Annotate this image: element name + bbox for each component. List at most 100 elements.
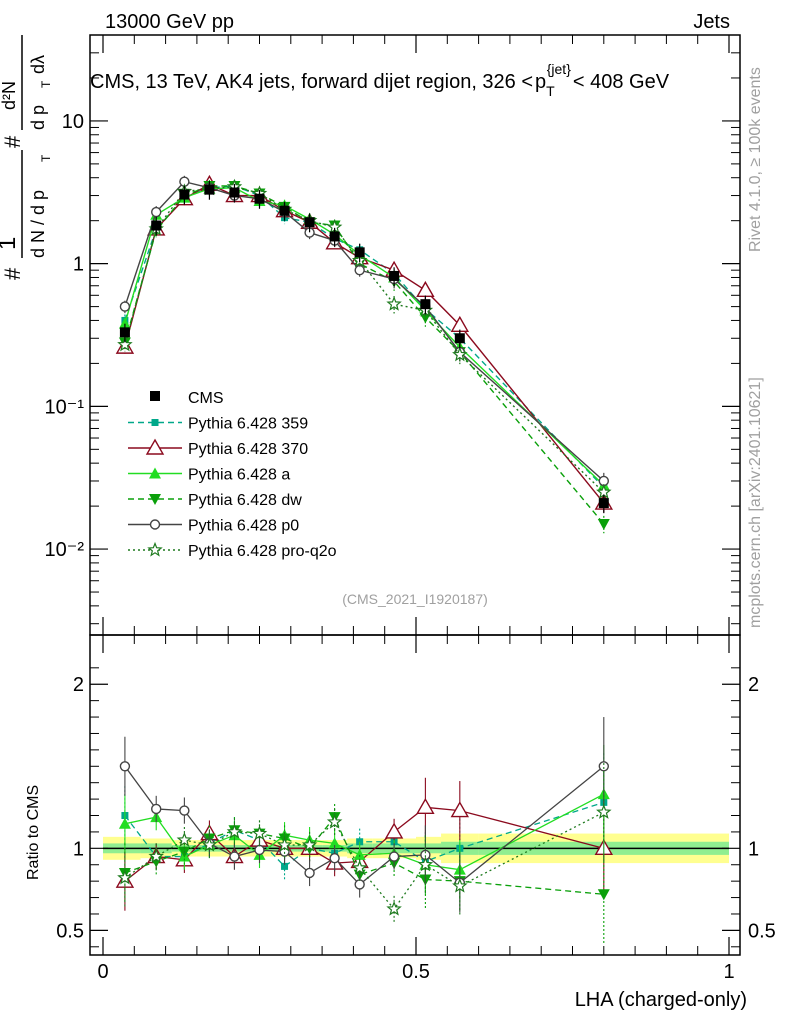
ratio-y-label: Ratio to CMS <box>25 785 42 880</box>
y-tick-label: 10 <box>62 111 84 133</box>
x-tick-label: 1 <box>723 961 734 983</box>
cms-point <box>389 270 400 281</box>
pythia-p0-ratio-point <box>119 761 131 772</box>
pythia-p0-ratio-point <box>598 761 609 772</box>
cms-point <box>454 333 465 344</box>
plot-title: CMS, 13 TeV, AK4 jets, forward dijet reg… <box>90 61 670 99</box>
pythia-p0-ratio-point <box>304 867 315 879</box>
y-tick-label: 1 <box>73 254 84 276</box>
svg-text:d N / d p: d N / d p <box>28 190 48 258</box>
pythia-a-ratio-point <box>328 837 341 849</box>
pythia-dw-point <box>597 518 610 530</box>
side-label-top: Rivet 4.1.0, ≥ 100k events <box>747 67 764 252</box>
cms-point <box>329 231 340 242</box>
watermark: (CMS_2021_I1920187) <box>342 591 488 607</box>
svg-text:#: # <box>0 267 25 280</box>
cms-point <box>151 220 162 231</box>
x-axis-label: LHA (charged-only) <box>575 989 747 1011</box>
pythia-dw-ratio-point <box>597 889 610 901</box>
pythia-pro-q2o-point <box>386 296 402 311</box>
x-tick-label: 0.5 <box>402 961 430 983</box>
cms-point <box>254 193 265 204</box>
legend-pythia-p0-marker <box>149 519 161 530</box>
legend: CMS Pythia 6.428 359 Pythia 6.428 370 Pythi… <box>128 390 337 560</box>
legend-label: Pythia 6.428 370 <box>188 441 308 458</box>
pythia-pro-q2o-ratio-point <box>417 856 434 872</box>
pythia-p0-ratio-point <box>151 803 162 815</box>
svg-text:1: 1 <box>0 237 21 250</box>
pythia-p0-point <box>151 206 162 218</box>
pythia-dw-ratio-line <box>124 815 604 895</box>
pythia-pro-q2o-ratio-point <box>301 836 318 852</box>
ratio-series <box>115 717 614 944</box>
legend-pythia-370-marker <box>145 438 165 455</box>
header-left: 13000 GeV pp <box>105 11 234 33</box>
pythia-p0-ratio-point <box>229 851 240 862</box>
legend-label: Pythia 6.428 p0 <box>188 518 299 535</box>
pythia-pro-q2o-point <box>452 346 468 362</box>
ratio-panel-frame <box>89 634 741 956</box>
pythia-a-ratio-point <box>118 817 131 829</box>
legend-label: Pythia 6.428 a <box>188 467 290 484</box>
pythia-p0-ratio-point <box>179 805 190 816</box>
pythia-pro-q2o-ratio-point <box>326 813 343 829</box>
pythia-p0-ratio-line <box>124 765 605 886</box>
pythia-359-ratio-point <box>281 862 289 870</box>
y-tick-label: 10⁻² <box>45 539 85 561</box>
pythia-pro-q2o-ratio-point <box>351 859 368 875</box>
svg-text:d²N: d²N <box>0 81 19 110</box>
pythia-p0-point <box>354 264 365 276</box>
pythia-pro-q2o-ratio-point <box>386 900 402 916</box>
legend-pythia-a-marker <box>149 467 161 479</box>
cms-point <box>204 184 215 195</box>
pythia-pro-q2o-ratio-point <box>148 848 164 864</box>
cms-point <box>279 205 290 216</box>
pythia-370-ratio-point <box>450 801 470 818</box>
legend-label: Pythia 6.428 dw <box>188 492 302 509</box>
cms-point <box>598 498 609 509</box>
cms-point <box>354 247 365 258</box>
pythia-pro-q2o-ratio-point <box>276 836 293 852</box>
cms-point <box>229 187 240 198</box>
legend-pythia-dw-marker <box>149 494 161 505</box>
svg-text:#: # <box>0 135 25 148</box>
pythia-p0-ratio-point <box>254 844 265 856</box>
pythia-pro-q2o-ratio-point <box>176 831 193 847</box>
svg-text:dλ: dλ <box>28 55 48 74</box>
pythia-370-point <box>416 280 435 298</box>
pythia-pro-q2o-ratio-point <box>201 836 218 852</box>
ratio-y-tick-label-left: 2 <box>73 674 84 696</box>
x-tick-label: 0 <box>97 961 108 983</box>
ratio-y-tick-label-left: 0.5 <box>56 920 84 942</box>
svg-text:d p: d p <box>28 105 48 130</box>
ratio-y-tick-label-right: 1 <box>748 838 759 860</box>
pythia-p0-ratio-point <box>329 852 340 864</box>
pythia-pro-q2o-ratio-point <box>452 877 468 893</box>
side-label-bottom: mcplots.cern.ch [arXiv:2401.10621] <box>747 377 764 628</box>
y-tick-label: 10⁻¹ <box>45 396 85 418</box>
pythia-p0-line <box>124 180 605 482</box>
pythia-a-ratio-point <box>353 848 366 860</box>
cms-point <box>304 217 315 228</box>
pythia-pro-q2o-point <box>117 336 133 352</box>
axes-ticks: 0 0.5 1 10⁻² 10⁻¹ 1 10 0.5 0.5 1 1 2 2 <box>45 34 776 983</box>
legend-label: Pythia 6.428 359 <box>188 416 308 433</box>
pythia-370-ratio-point <box>384 822 404 839</box>
ratio-y-tick-label-right: 0.5 <box>748 920 776 942</box>
cms-point <box>119 327 130 338</box>
header-right: Jets <box>693 11 730 33</box>
legend-pythia-pro-q2o-marker <box>147 541 163 557</box>
pythia-p0-ratio-point <box>388 851 400 862</box>
pythia-pro-q2o-ratio-point <box>117 869 133 885</box>
legend-label: CMS <box>188 390 224 407</box>
y-axis-label: # 1 d N / d p T # d²N d p T dλ <box>0 35 53 280</box>
cms-point <box>179 189 190 200</box>
ratio-y-tick-label-left: 1 <box>73 838 84 860</box>
legend-pythia-359-marker <box>151 419 159 426</box>
main-series <box>115 174 614 534</box>
ratio-y-tick-label-right: 2 <box>748 674 759 696</box>
pythia-370-ratio-point <box>416 797 435 815</box>
legend-cms-marker <box>150 391 160 401</box>
cms-point <box>420 299 431 310</box>
